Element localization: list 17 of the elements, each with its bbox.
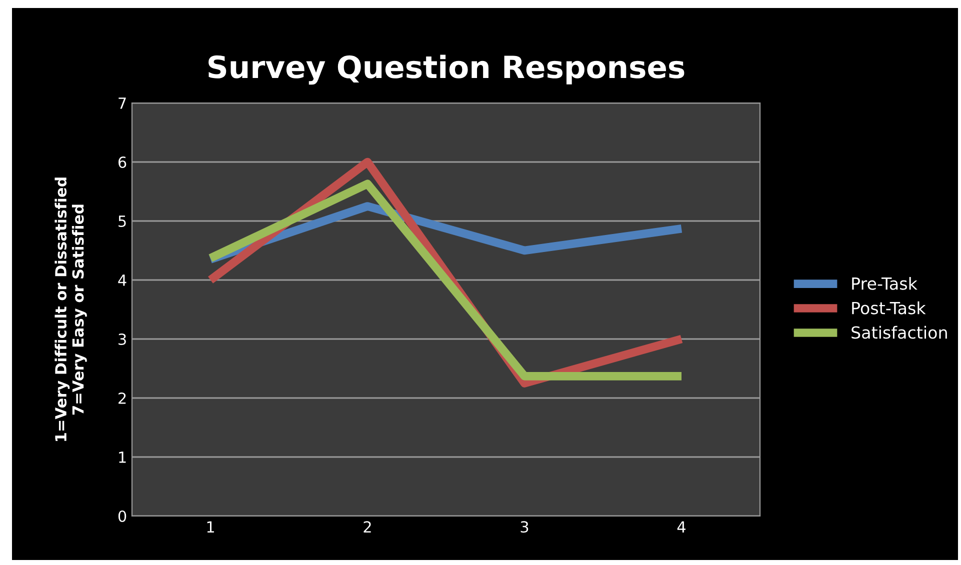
- chart-title: Survey Question Responses: [208, 54, 684, 85]
- x-tick-label: 2: [364, 521, 371, 532]
- x-tick-label: 3: [520, 521, 528, 533]
- y-tick-label: 0: [118, 510, 126, 522]
- y-tick-label: 1: [119, 452, 126, 463]
- y-tick-label: 7: [118, 98, 126, 109]
- y-axis-title: 1=Very Difficult or Dissatisfied 7=Very Easy or Satisfied: [54, 178, 87, 441]
- legend-label: Post-Task: [852, 301, 926, 314]
- x-tick-label: 4: [677, 521, 686, 532]
- y-tick-label: 6: [118, 156, 126, 168]
- x-tick-label: 1: [207, 521, 214, 532]
- y-tick-label: 3: [118, 333, 126, 346]
- y-tick-label: 2: [118, 392, 126, 404]
- legend-label: Satisfaction: [852, 326, 947, 339]
- legend-label: Pre-Task: [852, 276, 918, 290]
- y-tick-label: 4: [118, 274, 126, 286]
- y-tick-label: 5: [118, 216, 126, 228]
